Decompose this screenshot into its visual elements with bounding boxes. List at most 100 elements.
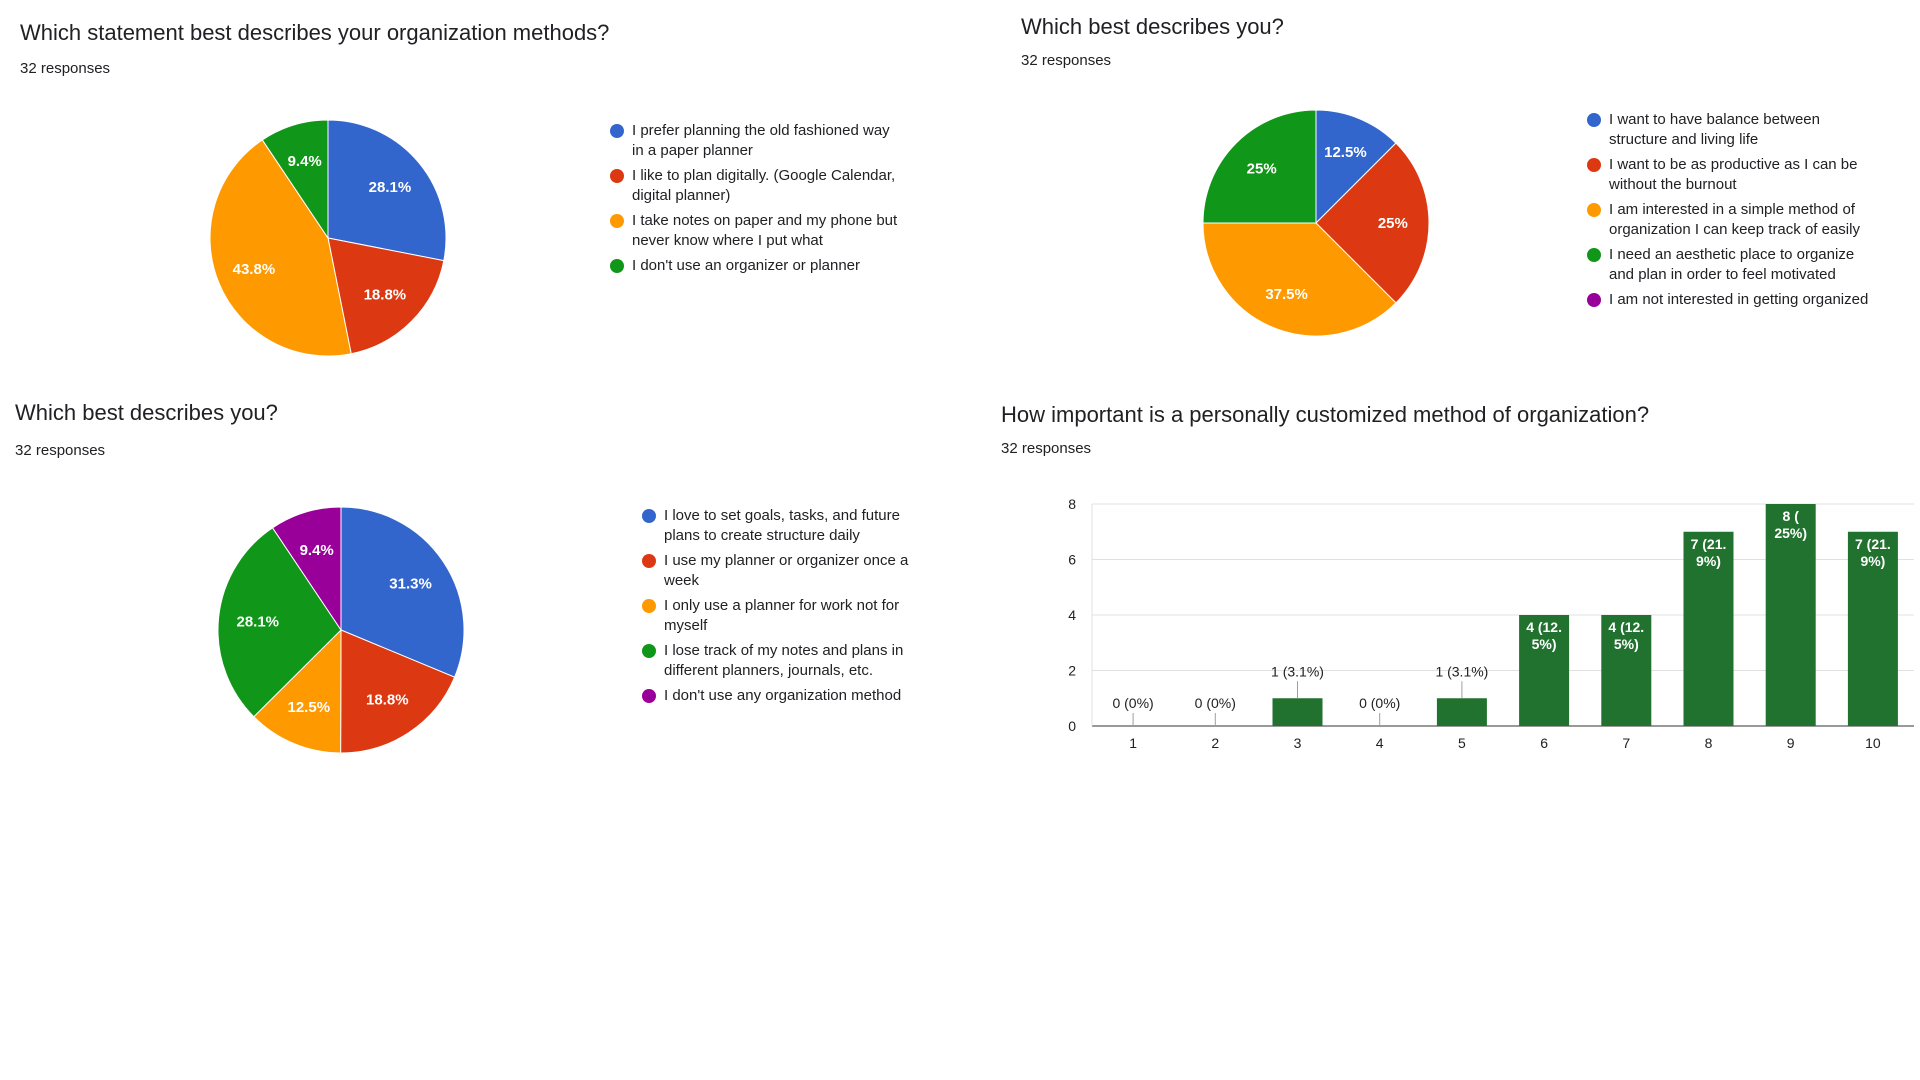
legend-swatch bbox=[610, 259, 624, 273]
y-tick-label: 2 bbox=[1068, 663, 1076, 679]
legend-swatch bbox=[642, 509, 656, 523]
slice-label: 31.3% bbox=[389, 576, 432, 593]
legend-swatch bbox=[1587, 113, 1601, 127]
x-tick-label: 7 bbox=[1622, 735, 1630, 751]
pie-slice[interactable] bbox=[217, 527, 342, 718]
slice-label: 12.5% bbox=[1324, 144, 1367, 161]
pie-chart[interactable]: 28.1% 18.8% 43.8% 9.4% bbox=[208, 118, 448, 358]
y-tick-label: 8 bbox=[1068, 496, 1076, 512]
slice-label: 25% bbox=[1247, 161, 1277, 178]
chart-title: Which best describes you? bbox=[1021, 14, 1284, 39]
legend-item[interactable]: I only use a planner for work not for mys… bbox=[642, 596, 942, 636]
legend-swatch bbox=[610, 169, 624, 183]
pie-slice[interactable] bbox=[1315, 109, 1397, 225]
slice-label: 12.5% bbox=[288, 699, 331, 716]
pie-slice[interactable] bbox=[340, 629, 456, 754]
legend-swatch bbox=[610, 124, 624, 138]
x-tick-label: 2 bbox=[1211, 735, 1219, 751]
pie-slice[interactable] bbox=[327, 119, 447, 262]
legend-item[interactable]: I am not interested in getting organized bbox=[1587, 290, 1907, 310]
pie-slice[interactable] bbox=[261, 119, 329, 240]
bar-data-label: 0 (0%) bbox=[1195, 695, 1236, 711]
pie-slice[interactable] bbox=[253, 628, 342, 754]
legend-swatch bbox=[642, 599, 656, 613]
bar[interactable] bbox=[1765, 504, 1816, 726]
legend-swatch bbox=[610, 214, 624, 228]
legend-item[interactable]: I don't use any organization method bbox=[642, 686, 942, 706]
x-tick-label: 6 bbox=[1540, 735, 1548, 751]
pie-legend: I want to have balance between structure … bbox=[1587, 110, 1907, 315]
pie-chart[interactable]: 31.3% 18.8% 12.5% 28.1% 9.4% bbox=[216, 505, 466, 755]
bar[interactable] bbox=[1519, 615, 1570, 726]
bar-data-label: 0 (0%) bbox=[1359, 695, 1400, 711]
pie-legend: I love to set goals, tasks, and future pl… bbox=[642, 506, 942, 711]
slice-label: 37.5% bbox=[1265, 286, 1308, 303]
pie-slice[interactable] bbox=[340, 506, 465, 678]
legend-item[interactable]: I lose track of my notes and plans in dif… bbox=[642, 641, 942, 681]
bar-chart[interactable]: 0 2 4 6 8 0 (0%) 1 0 (0%) 2 1 (3.1%) 3 0 (0%) 4 1 (3.… bbox=[1000, 490, 1914, 770]
slice-label: 18.8% bbox=[364, 287, 407, 304]
bar-data-label: 7 (21. bbox=[1855, 536, 1891, 552]
chart-title: Which statement best describes your orga… bbox=[20, 20, 610, 45]
slice-label: 9.4% bbox=[300, 542, 334, 559]
pie-slice[interactable] bbox=[1202, 222, 1397, 337]
bar-data-label: 8 ( bbox=[1783, 508, 1800, 524]
legend-item[interactable]: I don't use an organizer or planner bbox=[610, 256, 940, 276]
x-tick-label: 1 bbox=[1129, 735, 1137, 751]
slice-label: 25% bbox=[1378, 215, 1408, 232]
slice-label: 28.1% bbox=[369, 179, 412, 196]
legend-item[interactable]: I want to be as productive as I can be wi… bbox=[1587, 155, 1907, 195]
response-count: 32 responses bbox=[1001, 440, 1092, 457]
legend-item[interactable]: I am interested in a simple method of org… bbox=[1587, 200, 1907, 240]
bar-data-label: 0 (0%) bbox=[1112, 695, 1153, 711]
response-count: 32 responses bbox=[15, 442, 106, 459]
slice-label: 28.1% bbox=[236, 614, 279, 631]
bar-data-label: 5%) bbox=[1532, 636, 1557, 652]
bar-data-label: 7 (21. bbox=[1691, 536, 1727, 552]
x-tick-label: 9 bbox=[1787, 735, 1795, 751]
legend-item[interactable]: I need an aesthetic place to organize and… bbox=[1587, 245, 1907, 285]
pie-slice[interactable] bbox=[327, 237, 445, 355]
legend-item[interactable]: I like to plan digitally. (Google Calend… bbox=[610, 166, 940, 206]
legend-swatch bbox=[1587, 158, 1601, 172]
x-tick-label: 8 bbox=[1705, 735, 1713, 751]
legend-swatch bbox=[642, 644, 656, 658]
legend-item[interactable]: I want to have balance between structure … bbox=[1587, 110, 1907, 150]
y-tick-label: 0 bbox=[1068, 718, 1076, 734]
x-tick-label: 10 bbox=[1865, 735, 1881, 751]
bar-data-label: 25%) bbox=[1774, 525, 1807, 541]
x-tick-label: 3 bbox=[1294, 735, 1302, 751]
legend-swatch bbox=[1587, 248, 1601, 262]
x-tick-label: 4 bbox=[1376, 735, 1384, 751]
legend-item[interactable]: I prefer planning the old fashioned way i… bbox=[610, 121, 940, 161]
slice-label: 18.8% bbox=[366, 692, 409, 709]
slice-label: 43.8% bbox=[233, 261, 276, 278]
pie-legend: I prefer planning the old fashioned way i… bbox=[610, 121, 940, 281]
bar[interactable] bbox=[1847, 531, 1898, 726]
y-tick-label: 6 bbox=[1068, 552, 1076, 568]
pie-slice[interactable] bbox=[271, 506, 342, 632]
bar-data-label: 4 (12. bbox=[1526, 619, 1562, 635]
response-count: 32 responses bbox=[1021, 52, 1112, 69]
bar[interactable] bbox=[1683, 531, 1734, 726]
pie-slice[interactable] bbox=[1315, 142, 1430, 304]
pie-chart[interactable]: 12.5% 25% 37.5% 25% bbox=[1201, 108, 1431, 338]
bar[interactable] bbox=[1601, 615, 1652, 726]
bar-data-label: 9%) bbox=[1860, 553, 1885, 569]
pie-slice[interactable] bbox=[1202, 109, 1317, 224]
legend-swatch bbox=[642, 689, 656, 703]
bar[interactable] bbox=[1436, 698, 1487, 726]
bar-data-label: 9%) bbox=[1696, 553, 1721, 569]
legend-item[interactable]: I take notes on paper and my phone but ne… bbox=[610, 211, 940, 251]
legend-swatch bbox=[1587, 293, 1601, 307]
chart-title: How important is a personally customized… bbox=[1001, 402, 1650, 427]
slice-label: 9.4% bbox=[288, 153, 322, 170]
legend-item[interactable]: I use my planner or organizer once a week bbox=[642, 551, 942, 591]
legend-swatch bbox=[1587, 203, 1601, 217]
response-count: 32 responses bbox=[20, 60, 111, 77]
bar-data-label: 1 (3.1%) bbox=[1435, 663, 1488, 679]
bar[interactable] bbox=[1272, 698, 1323, 726]
bar-data-label: 1 (3.1%) bbox=[1271, 663, 1324, 679]
pie-slice[interactable] bbox=[209, 139, 352, 357]
legend-item[interactable]: I love to set goals, tasks, and future pl… bbox=[642, 506, 942, 546]
